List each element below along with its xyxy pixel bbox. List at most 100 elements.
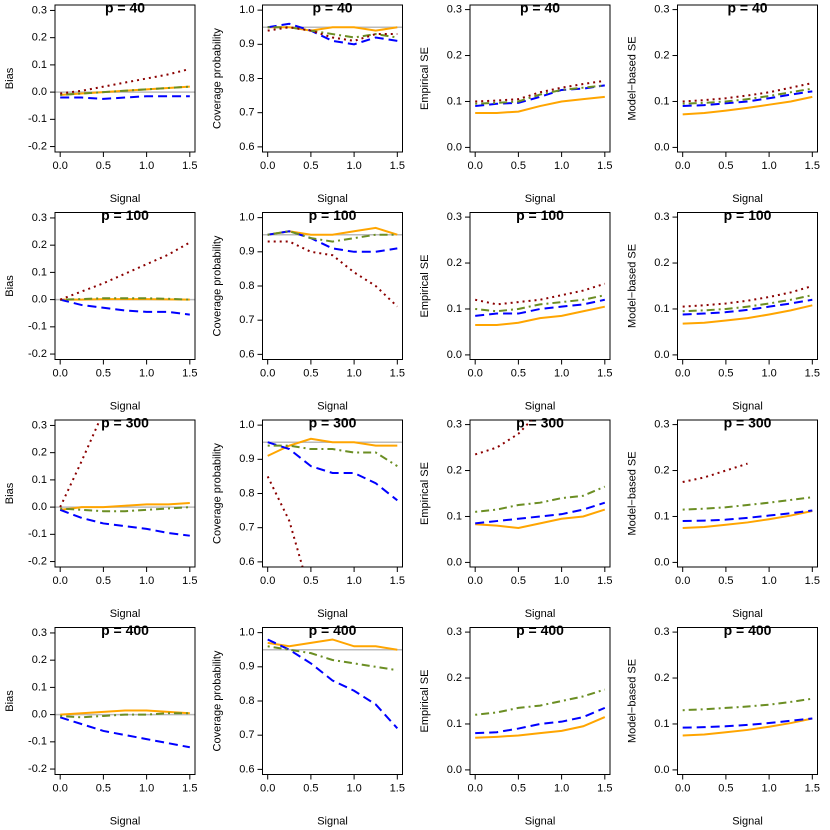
x-axis-label: Signal <box>317 400 348 412</box>
data-line <box>59 420 101 508</box>
x-tick-label: 0.5 <box>511 575 526 587</box>
x-tick-label: 0.5 <box>511 367 526 379</box>
x-tick-label: 1.5 <box>390 575 405 587</box>
data-line <box>267 26 398 39</box>
data-line <box>266 475 304 567</box>
plot-area <box>475 79 605 114</box>
data-line <box>59 298 190 316</box>
x-axis-label: Signal <box>732 815 763 827</box>
data-line <box>682 95 813 116</box>
data-line <box>682 717 813 729</box>
data-line <box>475 95 605 114</box>
panel-title: p = 40 <box>105 0 145 16</box>
panel-title: p = 300 <box>724 415 772 431</box>
y-tick-label: 0.3 <box>447 4 462 16</box>
x-axis-label: Signal <box>110 608 141 620</box>
y-tick-label: 0.0 <box>32 294 47 306</box>
x-tick-label: 1.5 <box>390 782 405 794</box>
plot-area <box>262 22 403 46</box>
y-tick-label: 0.3 <box>654 419 669 431</box>
data-line <box>475 79 605 103</box>
y-tick-label: 0.2 <box>32 654 47 666</box>
y-axis-label: Coverage probability <box>211 443 223 544</box>
x-tick-label: 1.5 <box>390 367 405 379</box>
panel-title: p = 300 <box>516 415 564 431</box>
plot-frame <box>54 419 196 568</box>
y-tick-label: 0.6 <box>239 141 254 153</box>
y-tick-label: 0.2 <box>447 672 462 684</box>
panel-title: p = 40 <box>520 0 560 16</box>
plot-frame <box>677 4 818 153</box>
plot-area <box>475 688 606 739</box>
y-tick-label: 0.0 <box>447 764 462 776</box>
data-line <box>60 297 190 301</box>
y-tick-label: 0.2 <box>32 239 47 251</box>
y-tick-label: -0.1 <box>28 321 47 333</box>
x-tick-label: 1.5 <box>805 575 820 587</box>
plot-frame <box>677 212 818 360</box>
y-tick-label: -0.2 <box>28 140 47 152</box>
x-tick-label: 1.0 <box>139 782 154 794</box>
x-tick-label: 1.5 <box>182 367 197 379</box>
y-tick-label: 0.2 <box>32 32 47 44</box>
x-tick-label: 1.0 <box>139 160 154 172</box>
y-tick-label: 0.8 <box>239 72 254 84</box>
panel-title: p = 400 <box>101 622 149 638</box>
y-tick-label: 0.6 <box>239 348 254 360</box>
y-tick-label: 0.0 <box>447 349 462 361</box>
panel-title: p = 100 <box>724 207 772 223</box>
data-line <box>475 508 606 529</box>
y-tick-label: 0.3 <box>32 4 47 16</box>
y-axis-label: Empirical SE <box>419 462 431 525</box>
plot-frame <box>469 627 611 775</box>
data-line <box>60 95 190 100</box>
x-tick-label: 0.0 <box>675 367 690 379</box>
y-tick-label: 0.2 <box>447 49 462 61</box>
x-tick-label: 1.5 <box>182 575 197 587</box>
data-line <box>475 501 606 525</box>
y-tick-label: 0.7 <box>239 729 254 741</box>
y-axis-label: Model−based SE <box>626 244 638 328</box>
y-tick-label: 0.1 <box>447 95 462 107</box>
x-axis-label: Signal <box>110 193 141 205</box>
y-tick-label: 0.2 <box>654 257 669 269</box>
x-axis-label: Signal <box>732 400 763 412</box>
plot-frame <box>262 419 403 568</box>
x-axis-label: Signal <box>317 193 348 205</box>
plot-frame <box>469 4 611 153</box>
y-tick-label: 0.1 <box>32 474 47 486</box>
panel-title: p = 100 <box>101 207 149 223</box>
y-tick-label: 0.0 <box>654 556 669 568</box>
y-tick-label: -0.2 <box>28 763 47 775</box>
x-axis-label: Signal <box>317 815 348 827</box>
data-line <box>267 645 398 672</box>
y-tick-label: 0.3 <box>32 212 47 224</box>
plot-frame <box>54 4 196 153</box>
data-line <box>267 444 398 467</box>
y-axis-label: Model−based SE <box>626 659 638 743</box>
x-axis-label: Signal <box>525 608 556 620</box>
x-tick-label: 0.5 <box>511 782 526 794</box>
x-tick-label: 0.5 <box>96 367 111 379</box>
data-line <box>682 87 813 105</box>
data-line <box>60 502 190 511</box>
panel-title: p = 40 <box>312 0 352 16</box>
x-tick-label: 0.0 <box>260 782 275 794</box>
plot-frame <box>677 419 818 568</box>
x-tick-label: 1.5 <box>805 782 820 794</box>
data-line <box>60 709 190 716</box>
data-line <box>682 304 813 325</box>
y-tick-label: -0.1 <box>28 113 47 125</box>
y-tick-label: 0.1 <box>32 266 47 278</box>
data-line <box>267 26 398 42</box>
x-tick-label: 0.0 <box>468 782 483 794</box>
plot-area <box>55 420 195 537</box>
y-tick-label: 0.7 <box>239 107 254 119</box>
x-tick-label: 0.0 <box>53 160 68 172</box>
x-tick-label: 0.5 <box>96 575 111 587</box>
plot-frame <box>262 627 403 775</box>
x-tick-label: 0.5 <box>96 782 111 794</box>
x-tick-label: 1.5 <box>805 367 820 379</box>
y-tick-label: 0.1 <box>447 718 462 730</box>
y-tick-label: 1.0 <box>239 4 254 16</box>
